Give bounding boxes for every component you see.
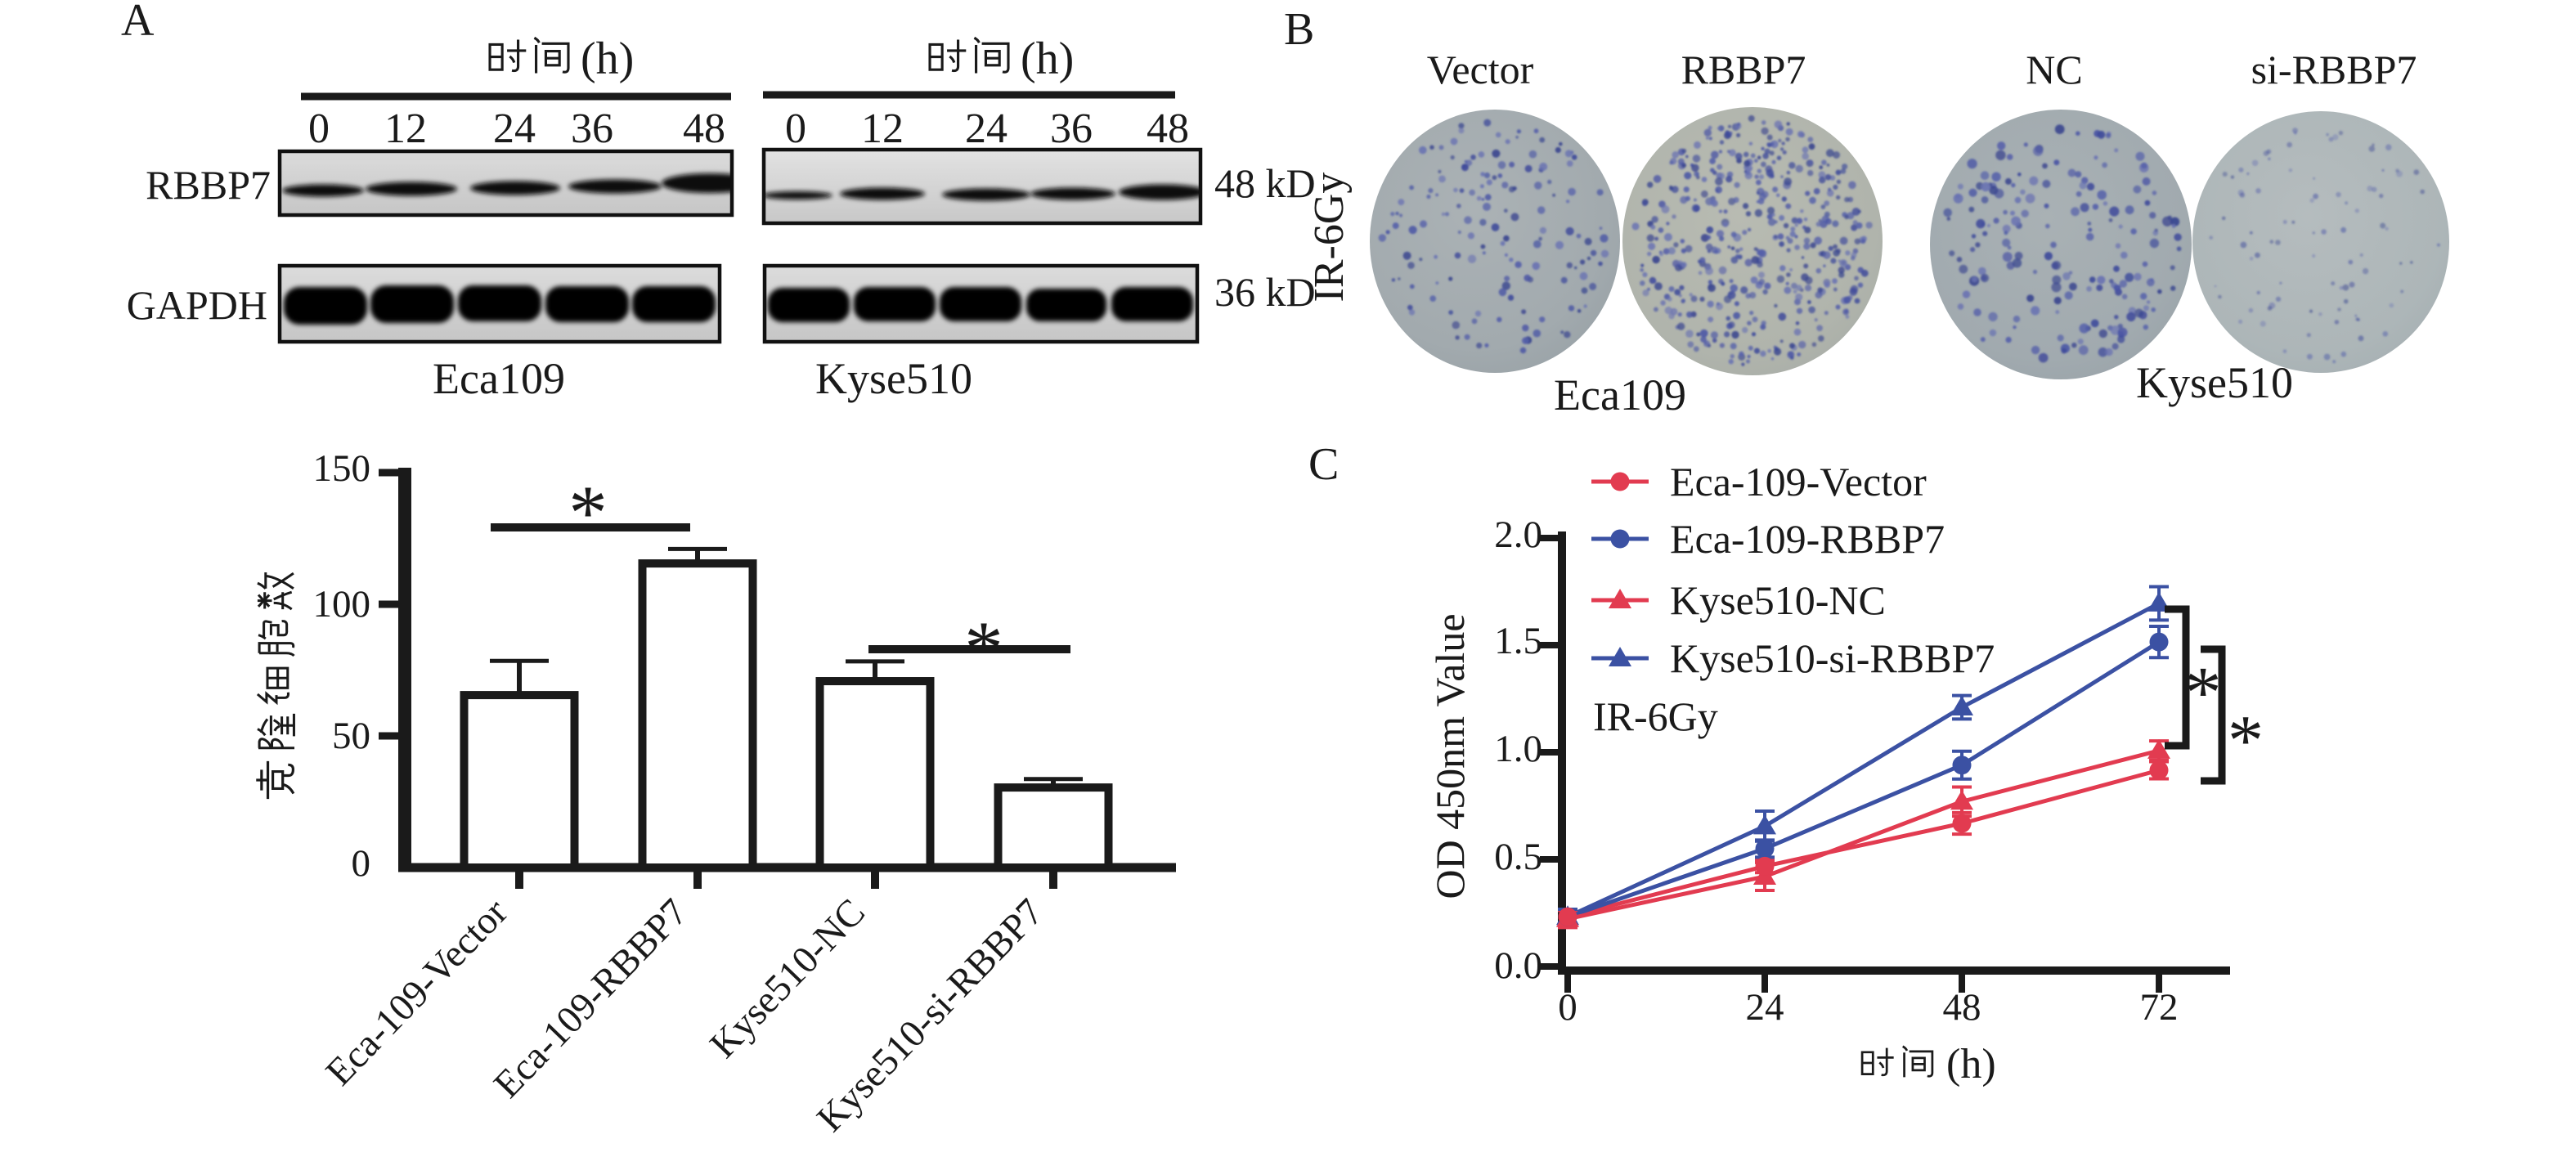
svg-text:12: 12 xyxy=(384,105,427,152)
svg-text:50: 50 xyxy=(332,715,370,757)
svg-text:Eca-109-RBBP7: Eca-109-RBBP7 xyxy=(1670,516,1945,562)
svg-text:1.5: 1.5 xyxy=(1494,620,1542,662)
svg-text:Eca109: Eca109 xyxy=(1554,370,1686,419)
svg-text:Eca109: Eca109 xyxy=(433,354,565,403)
svg-text:GAPDH: GAPDH xyxy=(127,282,267,328)
svg-text:Kyse510: Kyse510 xyxy=(2136,358,2293,407)
svg-text:1.0: 1.0 xyxy=(1494,728,1542,770)
svg-text:48: 48 xyxy=(1147,105,1189,152)
svg-text:C: C xyxy=(1308,439,1339,490)
svg-text:0: 0 xyxy=(785,105,806,152)
svg-text:0.0: 0.0 xyxy=(1494,944,1542,987)
svg-text:150: 150 xyxy=(313,447,371,490)
svg-text:24: 24 xyxy=(493,105,536,152)
svg-text:*: * xyxy=(2185,653,2222,733)
svg-text:24: 24 xyxy=(965,105,1008,152)
svg-text:0: 0 xyxy=(308,105,330,152)
svg-text:36: 36 xyxy=(1050,105,1093,152)
svg-text:2.0: 2.0 xyxy=(1494,513,1542,556)
svg-text:Kyse510: Kyse510 xyxy=(815,354,972,403)
svg-text:IR-6Gy: IR-6Gy xyxy=(1306,173,1353,303)
svg-text:Kyse510-NC: Kyse510-NC xyxy=(1670,577,1886,623)
svg-text:(h): (h) xyxy=(1021,34,1074,84)
svg-text:36: 36 xyxy=(571,105,613,152)
svg-text:0: 0 xyxy=(352,842,371,885)
svg-text:72: 72 xyxy=(2140,986,2179,1029)
svg-text:A: A xyxy=(121,0,155,46)
svg-text:OD 450nm Value: OD 450nm Value xyxy=(1427,613,1473,899)
svg-text:(h): (h) xyxy=(1946,1041,1996,1088)
svg-text:36 kD: 36 kD xyxy=(1214,269,1316,315)
svg-text:Vector: Vector xyxy=(1427,47,1534,92)
svg-text:IR-6Gy: IR-6Gy xyxy=(1593,693,1718,739)
svg-text:0.5: 0.5 xyxy=(1494,836,1542,878)
svg-text:12: 12 xyxy=(861,105,904,152)
svg-text:RBBP7: RBBP7 xyxy=(146,162,271,208)
svg-text:si-RBBP7: si-RBBP7 xyxy=(2251,47,2417,92)
svg-text:100: 100 xyxy=(313,583,371,626)
svg-text:RBBP7: RBBP7 xyxy=(1681,47,1806,92)
svg-text:48: 48 xyxy=(683,105,725,152)
svg-text:NC: NC xyxy=(2026,47,2082,92)
svg-text:*: * xyxy=(964,605,1003,692)
svg-text:(h): (h) xyxy=(581,34,634,84)
svg-text:24: 24 xyxy=(1746,986,1784,1029)
svg-text:48 kD: 48 kD xyxy=(1214,160,1316,206)
svg-text:*: * xyxy=(568,469,608,556)
svg-text:Eca-109-Vector: Eca-109-Vector xyxy=(1670,459,1927,505)
svg-text:0: 0 xyxy=(1558,986,1577,1029)
svg-text:48: 48 xyxy=(1943,986,1981,1029)
svg-text:B: B xyxy=(1284,4,1314,55)
svg-text:*: * xyxy=(2228,702,2264,781)
svg-text:Kyse510-si-RBBP7: Kyse510-si-RBBP7 xyxy=(1670,635,1995,681)
